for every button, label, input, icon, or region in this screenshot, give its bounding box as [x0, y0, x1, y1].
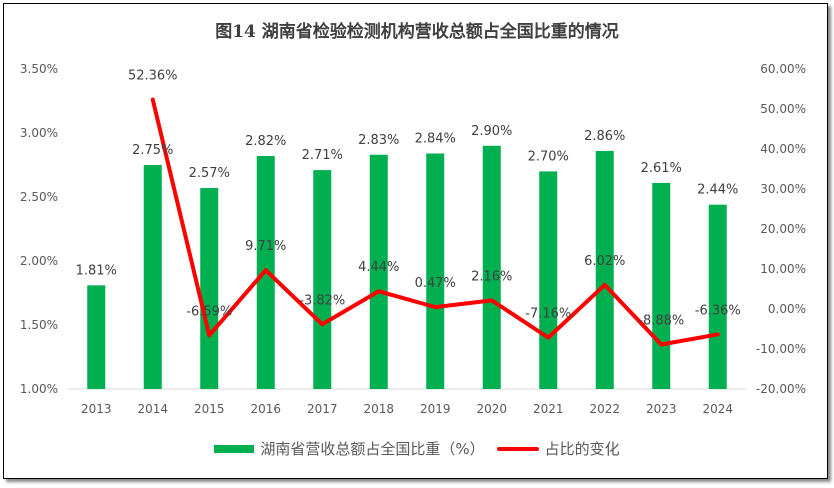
chart-frame	[3, 3, 828, 479]
left-axis-tick-label: 3.50%	[20, 62, 58, 76]
legend-label-bar: 湖南省营收总额占全国比重（%）	[260, 440, 485, 458]
right-axis-tick-label: 0.00%	[768, 302, 806, 316]
right-axis-tick-label: 50.00%	[760, 102, 806, 116]
bar-data-label: 2.57%	[189, 166, 230, 181]
x-axis-tick-label: 2020	[476, 402, 507, 416]
right-axis-tick-label: 10.00%	[760, 262, 806, 276]
legend: 湖南省营收总额占全国比重（%） 占比的变化	[0, 438, 834, 459]
right-axis-tick-label: 60.00%	[760, 62, 806, 76]
bar	[539, 171, 558, 389]
bar	[426, 153, 445, 389]
bar	[87, 285, 106, 389]
line-data-label: -6.36%	[695, 303, 741, 318]
legend-item-line: 占比的变化	[496, 438, 620, 459]
legend-item-bar: 湖南省营收总额占全国比重（%）	[214, 438, 485, 459]
legend-label-line: 占比的变化	[544, 440, 620, 458]
right-axis-tick-label: 20.00%	[760, 222, 806, 236]
bar	[143, 165, 162, 389]
x-axis-tick-label: 2017	[307, 402, 338, 416]
right-axis-tick-label: -20.00%	[756, 382, 806, 396]
left-axis-tick-label: 2.00%	[20, 254, 58, 268]
line-data-label: -6.59%	[186, 304, 232, 319]
legend-swatch-bar	[214, 444, 255, 453]
x-axis-tick-label: 2016	[250, 402, 281, 416]
line-data-label: -3.82%	[299, 293, 345, 308]
bar-data-label: 2.84%	[415, 131, 456, 146]
bar	[652, 182, 671, 389]
bar-data-label: 2.90%	[471, 124, 512, 139]
right-axis-tick-label: -10.00%	[756, 342, 806, 356]
bar	[708, 204, 727, 389]
bar-data-label: 2.61%	[641, 161, 682, 176]
x-axis-tick-label: 2024	[702, 402, 733, 416]
line-data-label: 2.16%	[471, 269, 512, 284]
x-axis-tick-label: 2015	[194, 402, 225, 416]
bar-data-label: 2.70%	[528, 149, 569, 164]
legend-swatch-line	[496, 446, 539, 451]
bar	[313, 170, 332, 389]
bar	[595, 150, 614, 389]
bar-data-label: 2.86%	[584, 129, 625, 144]
line-data-label: -8.88%	[638, 314, 684, 329]
line-data-label: 52.36%	[128, 69, 178, 84]
x-axis-tick-label: 2019	[420, 402, 451, 416]
bar-data-label: 2.75%	[132, 143, 173, 158]
left-axis-tick-label: 2.50%	[20, 190, 58, 204]
bar	[369, 154, 388, 389]
right-axis-tick-label: 40.00%	[760, 142, 806, 156]
bar-data-label: 1.81%	[76, 263, 117, 278]
bar	[482, 145, 501, 389]
bar-data-label: 2.71%	[302, 148, 343, 163]
x-axis-tick-label: 2022	[589, 402, 620, 416]
line-data-label: 6.02%	[584, 254, 625, 269]
left-axis-tick-label: 1.50%	[20, 318, 58, 332]
x-axis-tick-label: 2013	[81, 402, 112, 416]
right-axis-tick-label: 30.00%	[760, 182, 806, 196]
bar-data-label: 2.82%	[245, 134, 286, 149]
left-axis-tick-label: 1.00%	[20, 382, 58, 396]
chart-title: 图14 湖南省检验检测机构营收总额占全国比重的情况	[215, 22, 619, 42]
x-axis-tick-label: 2014	[137, 402, 168, 416]
line-data-label: 0.47%	[415, 276, 456, 291]
bar-data-label: 2.83%	[358, 133, 399, 148]
bar	[200, 188, 219, 389]
line-data-label: 4.44%	[358, 260, 399, 275]
x-axis-tick-label: 2023	[646, 402, 677, 416]
x-axis-tick-label: 2021	[533, 402, 564, 416]
bar-data-label: 2.44%	[697, 183, 738, 198]
x-axis-tick-label: 2018	[363, 402, 394, 416]
line-data-label: -7.16%	[525, 307, 571, 322]
left-axis-tick-label: 3.00%	[20, 126, 58, 140]
line-data-label: 9.71%	[245, 239, 286, 254]
